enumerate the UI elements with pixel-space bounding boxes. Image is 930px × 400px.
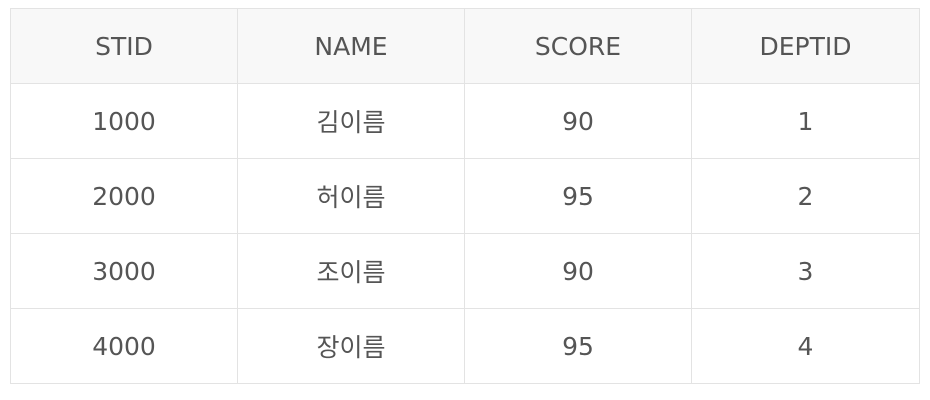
cell-deptid: 4 [691, 308, 920, 384]
cell-name: 장이름 [237, 308, 465, 384]
data-table: STID NAME SCORE DEPTID 1000 김이름 90 1 200… [10, 8, 920, 384]
cell-name: 조이름 [237, 233, 465, 309]
cell-stid: 3000 [10, 233, 238, 309]
cell-deptid: 2 [691, 158, 920, 234]
cell-deptid: 3 [691, 233, 920, 309]
table-body: 1000 김이름 90 1 2000 허이름 95 2 3000 조이름 90 … [10, 83, 920, 384]
column-header-stid: STID [10, 8, 238, 84]
cell-score: 90 [464, 233, 692, 309]
column-header-name: NAME [237, 8, 465, 84]
cell-score: 95 [464, 158, 692, 234]
cell-name: 허이름 [237, 158, 465, 234]
cell-name: 김이름 [237, 83, 465, 159]
cell-stid: 2000 [10, 158, 238, 234]
cell-score: 95 [464, 308, 692, 384]
cell-stid: 1000 [10, 83, 238, 159]
table-row: 2000 허이름 95 2 [10, 158, 920, 234]
table-header: STID NAME SCORE DEPTID [10, 8, 920, 84]
column-header-deptid: DEPTID [691, 8, 920, 84]
header-row: STID NAME SCORE DEPTID [10, 8, 920, 84]
table-row: 4000 장이름 95 4 [10, 308, 920, 384]
cell-stid: 4000 [10, 308, 238, 384]
table-row: 3000 조이름 90 3 [10, 233, 920, 309]
column-header-score: SCORE [464, 8, 692, 84]
cell-deptid: 1 [691, 83, 920, 159]
table-row: 1000 김이름 90 1 [10, 83, 920, 159]
cell-score: 90 [464, 83, 692, 159]
